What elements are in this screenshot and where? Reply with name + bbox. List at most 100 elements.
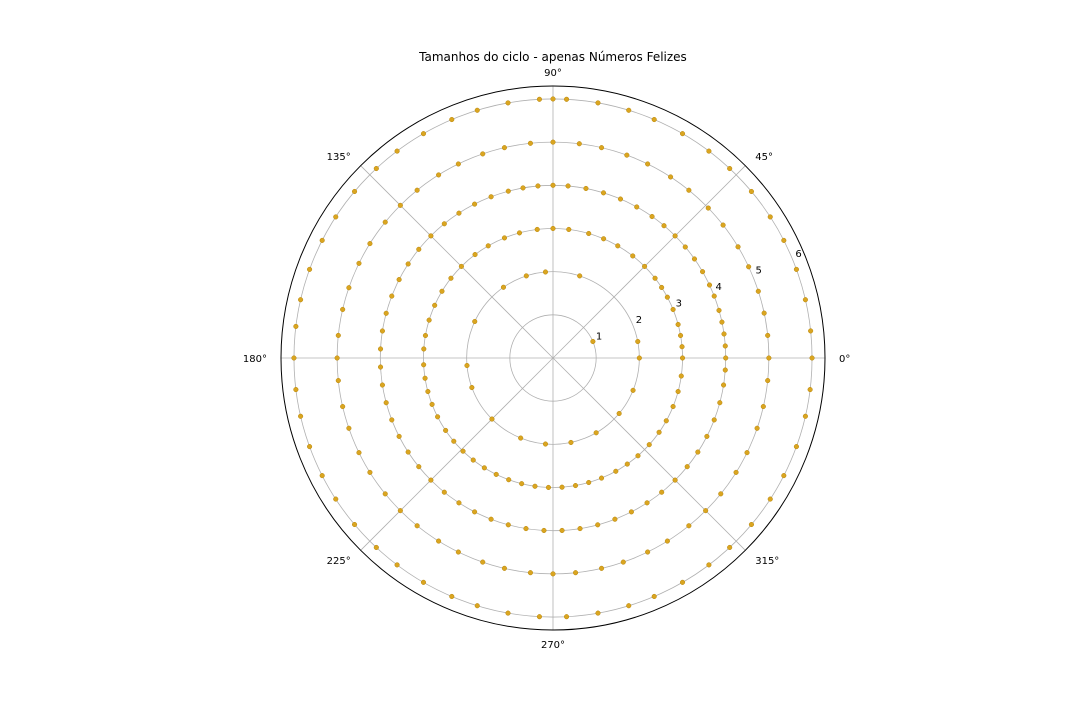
data-point-r2-9 (489, 416, 495, 422)
data-point-r6-21 (373, 165, 379, 172)
data-point-r3-10 (615, 243, 621, 249)
data-point-r2-8 (469, 384, 475, 391)
data-point-r6-8 (706, 148, 712, 154)
data-point-r5-43 (573, 570, 579, 576)
data-point-r3-40 (532, 483, 538, 489)
data-point-r4-5 (711, 293, 717, 299)
data-point-r3-37 (493, 471, 499, 477)
data-point-r6-5 (767, 214, 773, 220)
data-point-r4-50 (577, 526, 583, 532)
angle-tick-label-0: 0° (839, 354, 850, 365)
angle-tick-label-135: 135° (327, 152, 351, 163)
data-point-r5-3 (755, 288, 761, 294)
data-point-r4-14 (617, 196, 624, 202)
data-point-r2-15 (630, 387, 636, 393)
data-point-r4-45 (488, 516, 494, 522)
data-point-r6-7 (727, 165, 733, 172)
data-point-r5-28 (334, 355, 340, 361)
data-point-r5-22 (382, 219, 388, 225)
data-point-r6-20 (394, 148, 400, 154)
data-point-r2-1 (635, 338, 641, 345)
data-point-r5-42 (550, 571, 556, 577)
angle-tick-label-270: 270° (541, 640, 565, 651)
data-point-r5-33 (367, 469, 373, 475)
data-point-r5-51 (733, 469, 739, 475)
grid-layer (280, 85, 826, 631)
data-point-r5-46 (645, 549, 651, 555)
data-point-r6-28 (291, 355, 297, 361)
data-point-r3-21 (448, 275, 454, 281)
data-point-r2-0 (636, 355, 642, 361)
data-point-r4-3 (719, 319, 725, 325)
data-point-r6-40 (505, 610, 511, 616)
data-point-r4-51 (595, 522, 601, 528)
angular-gridline-315 (552, 357, 746, 551)
radial-tick-label-3: 3 (676, 298, 682, 309)
data-point-r3-38 (506, 477, 512, 483)
data-point-r4-18 (550, 182, 556, 188)
data-point-r5-15 (527, 140, 533, 146)
data-point-r6-27 (293, 323, 299, 329)
data-point-r3-18 (485, 243, 491, 249)
data-point-r3-9 (630, 253, 636, 259)
data-point-r4-46 (505, 522, 511, 528)
data-point-r5-45 (620, 559, 626, 565)
data-point-r4-16 (583, 185, 589, 192)
data-point-r5-8 (686, 187, 692, 193)
data-point-r5-50 (718, 491, 724, 497)
data-point-r4-31 (383, 310, 389, 316)
data-point-r4-33 (377, 346, 384, 352)
data-point-r6-11 (626, 107, 632, 113)
data-point-r6-54 (807, 387, 813, 393)
data-point-r3-29 (425, 388, 431, 395)
data-point-r4-55 (659, 489, 665, 495)
data-point-r4-42 (441, 489, 447, 495)
data-point-r5-54 (760, 404, 766, 410)
data-point-r3-49 (646, 442, 652, 448)
data-point-r4-24 (456, 210, 462, 216)
data-point-r3-48 (635, 453, 641, 459)
data-point-r3-46 (613, 468, 619, 474)
data-point-r4-0 (723, 355, 729, 361)
data-point-r3-17 (501, 235, 508, 241)
data-point-r3-24 (426, 317, 432, 323)
data-point-r3-44 (586, 479, 592, 486)
data-point-r4-4 (716, 307, 722, 313)
data-point-r4-52 (612, 516, 618, 522)
data-point-r3-36 (481, 465, 487, 471)
data-point-r3-20 (458, 263, 464, 269)
data-point-r6-10 (651, 116, 657, 123)
data-point-r6-22 (352, 188, 358, 195)
data-point-r5-20 (414, 187, 420, 193)
data-point-r4-2 (721, 331, 727, 337)
data-point-r6-38 (449, 593, 455, 600)
data-point-r4-9 (682, 244, 688, 250)
chart-title: Tamanhos do ciclo - apenas Números Feliz… (418, 50, 687, 64)
angle-tick-label-315: 315° (755, 556, 779, 567)
data-point-r4-6 (706, 282, 713, 288)
data-point-r6-14 (550, 96, 556, 102)
data-point-r4-43 (456, 500, 462, 506)
data-point-r6-31 (307, 444, 313, 450)
data-point-r5-18 (455, 161, 461, 167)
data-point-r4-57 (684, 464, 690, 470)
data-point-r4-53 (628, 509, 634, 515)
data-point-r6-6 (748, 188, 754, 195)
data-point-r3-35 (470, 457, 476, 463)
angle-tick-label-225: 225° (327, 556, 351, 567)
angle-tick-label-90: 90° (544, 68, 562, 79)
data-point-r5-0 (766, 355, 772, 361)
data-point-r6-3 (793, 266, 799, 272)
data-point-r5-39 (480, 559, 486, 565)
data-point-r3-23 (432, 302, 438, 308)
data-point-r4-13 (634, 204, 640, 210)
data-point-r5-16 (501, 145, 507, 151)
data-point-r5-53 (754, 425, 760, 431)
data-point-r5-17 (480, 151, 486, 157)
data-point-r5-27 (335, 332, 341, 338)
data-point-r4-1 (722, 343, 728, 349)
data-point-r6-32 (319, 473, 325, 479)
data-point-r4-63 (722, 367, 728, 373)
data-point-r5-29 (335, 378, 341, 384)
data-point-r4-49 (559, 527, 565, 534)
